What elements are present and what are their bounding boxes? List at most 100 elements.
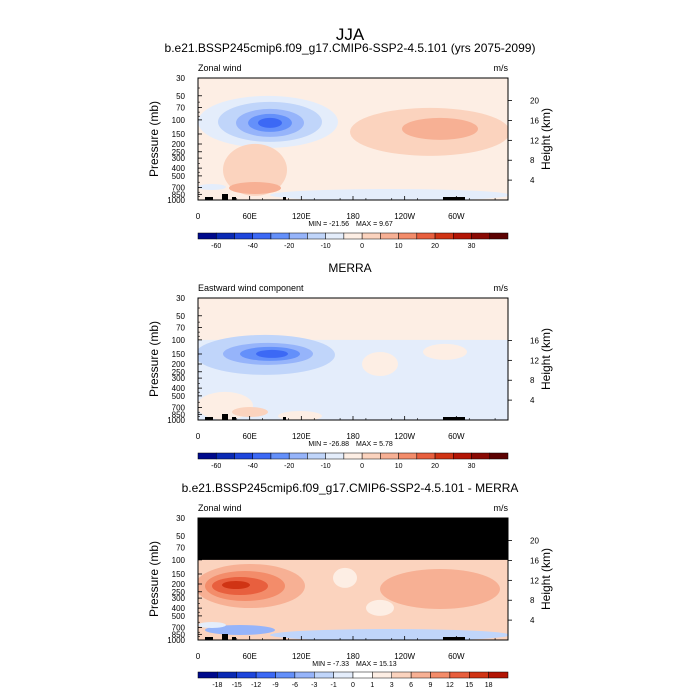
colorbar-swatch (380, 232, 399, 240)
westerly-region (229, 182, 281, 194)
colorbar-label: 1 (370, 682, 374, 689)
colorbar-swatch (343, 232, 363, 240)
topography (443, 197, 465, 200)
panel-title: b.e21.BSSP245cmip6.f09_g17.CMIP6-SSP2-4.… (182, 481, 519, 495)
colorbar-swatch (398, 232, 418, 240)
pressure-tick-label: 100 (172, 556, 186, 565)
pressure-tick-label: 30 (176, 74, 185, 83)
colorbar-label: -40 (248, 463, 258, 470)
pressure-tick-label: 100 (172, 116, 186, 125)
height-tick-label: 8 (530, 596, 535, 605)
longitude-tick-label: 60W (448, 432, 465, 441)
pressure-tick-label: 70 (176, 543, 185, 552)
longitude-tick-label: 180 (346, 212, 360, 221)
colorbar-swatch (434, 452, 454, 460)
panel-title: b.e21.BSSP245cmip6.f09_g17.CMIP6-SSP2-4.… (165, 41, 536, 55)
pressure-tick-label: 500 (172, 172, 186, 181)
pressure-tick-label: 850 (172, 410, 186, 419)
colorbar-swatch (352, 671, 373, 679)
pressure-tick-label: 200 (172, 360, 186, 369)
height-tick-label: 12 (530, 136, 539, 145)
panel-left-label: Eastward wind component (198, 283, 304, 293)
colorbar-swatch (489, 452, 509, 460)
negative-difference-region (270, 629, 508, 640)
colorbar-label: -60 (211, 243, 221, 250)
figure-title: JJA (336, 25, 365, 44)
pressure-tick-label: 50 (176, 312, 185, 321)
colorbar-label: 0 (360, 243, 364, 250)
positive-difference-region (380, 569, 500, 610)
colorbar-swatch (270, 232, 290, 240)
topography (283, 417, 286, 420)
colorbar-label: -20 (284, 243, 294, 250)
colorbar-swatch (325, 232, 345, 240)
pressure-tick-label: 850 (172, 190, 186, 199)
colorbar-label: 9 (429, 682, 433, 689)
colorbar-swatch (197, 232, 217, 240)
pressure-tick-label: 50 (176, 532, 185, 541)
easterly-region (198, 184, 226, 190)
colorbar-swatch (314, 671, 334, 679)
positive-difference-region (222, 581, 250, 590)
pressure-tick-label: 400 (172, 164, 186, 173)
topography (222, 194, 228, 200)
longitude-tick-label: 120E (292, 652, 311, 661)
westerly-region (232, 407, 268, 417)
colorbar-label: -60 (211, 463, 221, 470)
height-tick-label: 8 (530, 156, 535, 165)
pressure-tick-label: 300 (172, 594, 186, 603)
pressure-tick-label: 1000 (167, 196, 185, 205)
colorbar-swatch (469, 671, 489, 679)
colorbar-swatch (453, 232, 472, 240)
colorbar-swatch (325, 452, 345, 460)
pressure-tick-label: 300 (172, 374, 186, 383)
longitude-tick-label: 120E (292, 432, 311, 441)
pressure-tick-label: 250 (172, 148, 186, 157)
pressure-tick-label: 100 (172, 336, 186, 345)
topography (205, 197, 213, 200)
westerly-region (278, 411, 322, 420)
max-value-label: MAX = 5.78 (356, 441, 393, 448)
pressure-tick-label: 150 (172, 130, 186, 139)
pressure-tick-label: 30 (176, 514, 185, 523)
colorbar-label: -40 (248, 243, 258, 250)
pressure-tick-label: 400 (172, 384, 186, 393)
longitude-tick-label: 120W (394, 432, 415, 441)
colorbar-label: -6 (292, 682, 298, 689)
colorbar-swatch (416, 452, 436, 460)
colorbar-label: 10 (395, 463, 403, 470)
colorbar-swatch (410, 671, 431, 679)
colorbar-swatch (372, 671, 392, 679)
y-axis-title: Pressure (mb) (147, 541, 161, 617)
topography (283, 637, 286, 640)
colorbar-swatch (252, 452, 272, 460)
y2-axis-title: Height (km) (539, 328, 553, 390)
longitude-tick-label: 120W (394, 212, 415, 221)
longitude-tick-label: 0 (196, 432, 201, 441)
easterly-region (258, 117, 282, 128)
colorbar-swatch (453, 452, 472, 460)
colorbar-label: -10 (321, 243, 331, 250)
pressure-tick-label: 70 (176, 323, 185, 332)
pressure-tick-label: 400 (172, 604, 186, 613)
pressure-tick-label: 200 (172, 140, 186, 149)
colorbar-label: 15 (465, 682, 473, 689)
negative-difference-region (198, 622, 226, 628)
colorbar-label: 10 (395, 243, 403, 250)
longitude-tick-label: 180 (346, 432, 360, 441)
colorbar-label: -12 (251, 682, 261, 689)
pressure-tick-label: 700 (172, 404, 186, 413)
panel-units-label: m/s (494, 63, 509, 73)
min-value-label: MIN = -7.33 (312, 661, 349, 668)
longitude-tick-label: 120E (292, 212, 311, 221)
colorbar-swatch (252, 232, 272, 240)
topography (205, 417, 213, 420)
pressure-tick-label: 150 (172, 570, 186, 579)
longitude-tick-label: 120W (394, 652, 415, 661)
height-tick-label: 20 (530, 537, 539, 546)
chart-panel-3: b.e21.BSSP245cmip6.f09_g17.CMIP6-SSP2-4.… (147, 481, 553, 689)
colorbar-swatch (197, 452, 217, 460)
colorbar-label: -3 (311, 682, 317, 689)
panel-units-label: m/s (494, 503, 509, 513)
